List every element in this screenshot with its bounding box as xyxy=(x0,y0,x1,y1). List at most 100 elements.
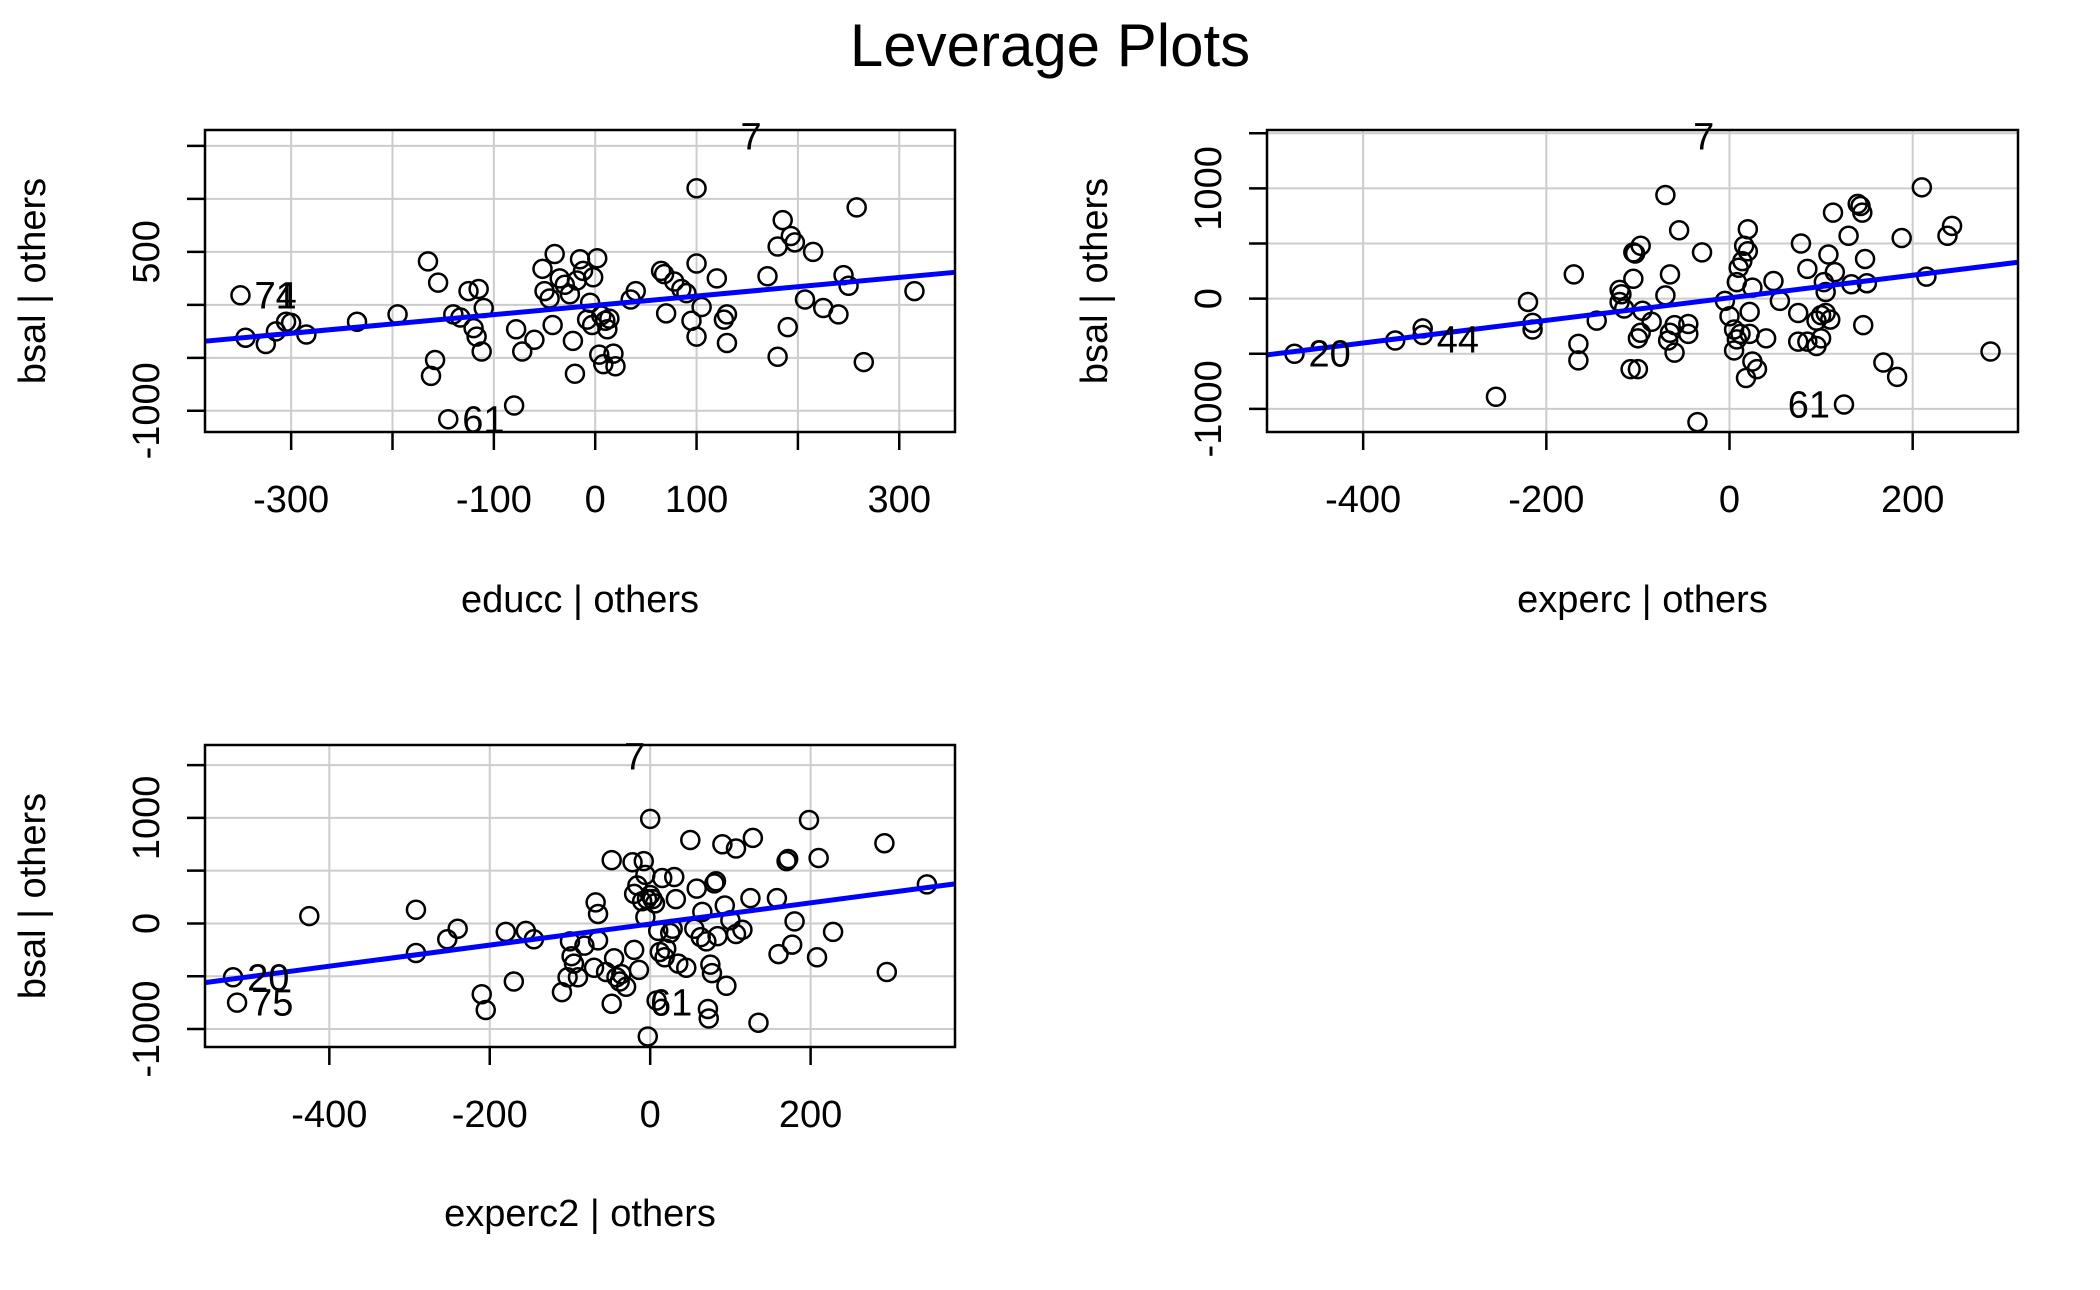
x-tick-label: -200 xyxy=(452,1094,528,1136)
data-point xyxy=(676,957,697,979)
data-point xyxy=(563,953,585,974)
x-tick-label: 0 xyxy=(585,479,606,521)
data-point xyxy=(653,263,675,285)
data-point xyxy=(437,409,459,430)
data-point xyxy=(582,267,604,288)
data-point xyxy=(597,318,618,340)
data-point xyxy=(1568,333,1589,355)
data-point xyxy=(554,274,576,295)
data-point xyxy=(1691,242,1713,263)
x-axis-label: experc | others xyxy=(1517,579,1768,621)
data-point xyxy=(1873,352,1894,373)
y-tick-label: -1000 xyxy=(126,362,168,459)
data-point xyxy=(808,847,829,869)
data-point xyxy=(1586,310,1607,331)
data-point xyxy=(798,809,820,831)
data-point xyxy=(1664,342,1685,363)
data-point xyxy=(776,850,797,872)
data-point xyxy=(585,892,606,913)
data-point xyxy=(609,971,630,992)
x-tick-label: 100 xyxy=(665,479,728,521)
data-point xyxy=(587,903,609,925)
point-label: 44 xyxy=(1437,319,1479,361)
data-point xyxy=(1687,411,1708,433)
data-point xyxy=(802,241,824,263)
data-point xyxy=(838,275,859,297)
y-tick-label: 0 xyxy=(1188,288,1230,309)
data-point xyxy=(1746,358,1768,380)
data-point xyxy=(1623,268,1644,290)
x-tick-label: -200 xyxy=(1508,479,1584,521)
point-label: 7 xyxy=(740,116,761,158)
data-point xyxy=(1655,184,1676,206)
data-point xyxy=(704,873,725,894)
data-point xyxy=(1732,250,1753,272)
data-point xyxy=(628,959,650,981)
data-point xyxy=(644,893,666,914)
data-point xyxy=(1891,227,1912,249)
regression-line xyxy=(204,881,956,986)
data-point xyxy=(1854,248,1876,270)
data-point xyxy=(424,349,446,371)
data-point xyxy=(1852,314,1874,336)
data-point xyxy=(1655,285,1676,306)
data-point xyxy=(665,888,687,910)
data-point xyxy=(1937,225,1958,247)
data-point xyxy=(691,296,712,318)
data-point xyxy=(707,925,728,947)
x-axis-label: educc | others xyxy=(461,579,699,621)
data-point xyxy=(599,308,620,329)
plot-frame xyxy=(1265,128,2020,434)
data-point xyxy=(697,998,719,1020)
data-point xyxy=(524,329,545,351)
data-point xyxy=(853,351,875,373)
x-tick-label: 300 xyxy=(868,479,931,521)
data-point xyxy=(874,832,895,854)
data-point xyxy=(767,346,788,368)
x-tick-label: -300 xyxy=(253,479,329,521)
data-point xyxy=(716,332,738,354)
data-point xyxy=(622,851,643,873)
point-label: 61 xyxy=(650,983,692,1025)
plot-frame xyxy=(203,128,957,434)
data-point xyxy=(680,829,701,851)
y-axis-label: bsal | others xyxy=(12,793,54,999)
data-point xyxy=(686,178,707,199)
data-point xyxy=(1838,225,1859,247)
y-tick-label: 500 xyxy=(126,220,168,283)
data-point xyxy=(1787,331,1809,352)
data-point xyxy=(1833,394,1855,415)
data-point xyxy=(701,962,723,984)
data-point xyxy=(725,838,747,859)
data-point xyxy=(1797,258,1818,280)
data-point xyxy=(1563,264,1585,285)
data-point xyxy=(586,247,608,269)
y-tick-label: 1000 xyxy=(1188,146,1230,231)
data-point xyxy=(458,280,479,302)
data-point xyxy=(1719,306,1740,327)
data-point xyxy=(806,946,828,968)
data-point xyxy=(593,353,614,375)
data-point xyxy=(1820,309,1841,330)
data-point xyxy=(1630,322,1651,344)
data-point xyxy=(299,905,320,927)
data-point xyxy=(1641,311,1662,333)
point-label: 61 xyxy=(462,399,504,441)
plot-experc: 7 20 44 61 -400 -200 0 200 -1000 0 1000 experc | ot… xyxy=(1074,117,2020,621)
data-point xyxy=(1627,358,1649,380)
data-point xyxy=(583,957,605,979)
point-label: 71 xyxy=(254,275,296,317)
point-label: 20 xyxy=(1308,334,1350,376)
data-point xyxy=(706,268,728,289)
data-point xyxy=(532,258,553,280)
data-point xyxy=(1941,215,1963,237)
data-point xyxy=(1790,233,1812,254)
data-point xyxy=(794,289,816,310)
data-point xyxy=(1824,261,1846,283)
data-point xyxy=(436,929,458,950)
data-point xyxy=(495,921,517,943)
y-axis-label: bsal | others xyxy=(1074,178,1116,384)
data-point xyxy=(651,867,673,889)
data-point xyxy=(503,395,525,416)
